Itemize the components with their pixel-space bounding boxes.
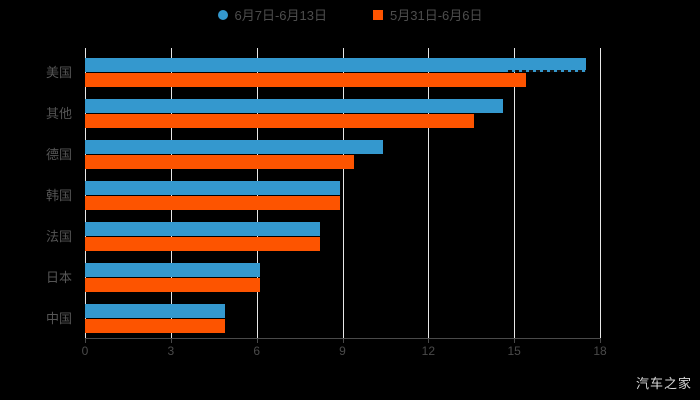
x-tickmark-6 [256, 338, 258, 343]
gridline-9 [342, 48, 344, 338]
bar-series-1[interactable] [85, 181, 340, 195]
legend-circle-marker-icon [217, 10, 228, 20]
bar-group[interactable] [85, 304, 600, 333]
x-tick-label: 0 [81, 344, 89, 358]
x-tickmark-12 [428, 338, 430, 343]
bar-group[interactable] [85, 263, 600, 292]
bar-series-1[interactable] [85, 99, 503, 113]
x-tickmark-0 [85, 338, 86, 343]
x-tick-label: 6 [253, 344, 260, 358]
x-tickmark-15 [514, 338, 516, 343]
bar-series-1[interactable] [85, 140, 383, 154]
x-tickmark-18 [600, 338, 601, 343]
x-tickmark-3 [170, 338, 172, 343]
hover-dotted-marker [508, 70, 586, 72]
y-axis-category-label: 法国 [45, 229, 72, 244]
gridline-12 [428, 48, 430, 338]
plot-area [85, 48, 601, 338]
y-axis-category-label: 其他 [45, 106, 72, 121]
bar-series-1[interactable] [85, 304, 226, 318]
bar-group[interactable] [85, 222, 600, 251]
x-tick-label: 15 [507, 344, 521, 358]
bar-group[interactable] [85, 140, 600, 169]
chart-legend: 6月7日-6月13日 5月31日-6月6日 [0, 4, 700, 26]
bar-series-1[interactable] [85, 222, 320, 236]
legend-label-series-1: 6月7日-6月13日 [234, 7, 327, 23]
bar-series-1[interactable] [85, 58, 586, 72]
bar-series-2[interactable] [85, 114, 475, 128]
legend-item-series-1[interactable]: 6月7日-6月13日 [217, 7, 327, 23]
y-axis-category-label: 美国 [45, 65, 72, 80]
legend-label-series-2: 5月31日-6月6日 [390, 7, 483, 23]
y-axis-category-label: 中国 [45, 311, 72, 326]
gridline-18 [600, 48, 601, 338]
x-tick-label: 12 [421, 344, 435, 358]
bar-series-2[interactable] [85, 237, 320, 251]
watermark-label: 汽车之家 [635, 376, 692, 391]
bar-series-1[interactable] [85, 263, 260, 277]
x-tick-label: 9 [339, 344, 346, 358]
bar-group[interactable] [85, 181, 600, 210]
bar-series-2[interactable] [85, 278, 260, 292]
bar-series-2[interactable] [85, 155, 354, 169]
legend-item-series-2[interactable]: 5月31日-6月6日 [373, 9, 482, 22]
y-axis-category-label: 日本 [45, 270, 72, 285]
x-tick-label: 18 [593, 344, 607, 358]
bar-series-2[interactable] [85, 319, 226, 333]
y-axis-category-label: 德国 [45, 147, 72, 162]
x-tickmark-9 [342, 338, 344, 343]
bar-group[interactable] [85, 58, 600, 87]
gridline-15 [514, 48, 516, 338]
x-tick-label: 3 [167, 344, 175, 358]
bar-series-2[interactable] [85, 196, 340, 210]
legend-square-marker-icon [373, 10, 383, 20]
bar-group[interactable] [85, 99, 600, 128]
bar-series-2[interactable] [85, 73, 526, 87]
y-axis-category-label: 韩国 [45, 188, 72, 203]
